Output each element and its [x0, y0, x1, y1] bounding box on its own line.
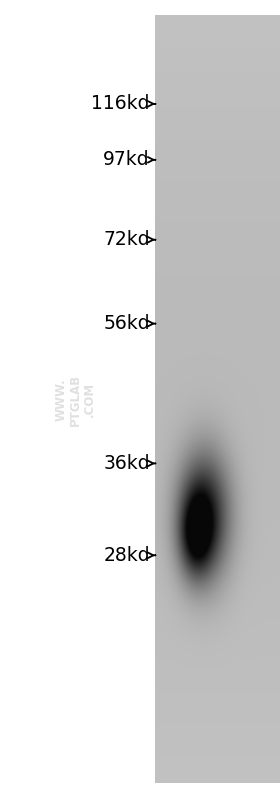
Text: 97kd: 97kd — [103, 150, 150, 169]
Text: 36kd: 36kd — [103, 454, 150, 473]
Text: 56kd: 56kd — [103, 314, 150, 333]
Text: 28kd: 28kd — [103, 546, 150, 565]
Text: 116kd: 116kd — [91, 94, 150, 113]
Text: WWW.
PTGLAB
.COM: WWW. PTGLAB .COM — [55, 373, 96, 426]
Text: 72kd: 72kd — [103, 230, 150, 249]
